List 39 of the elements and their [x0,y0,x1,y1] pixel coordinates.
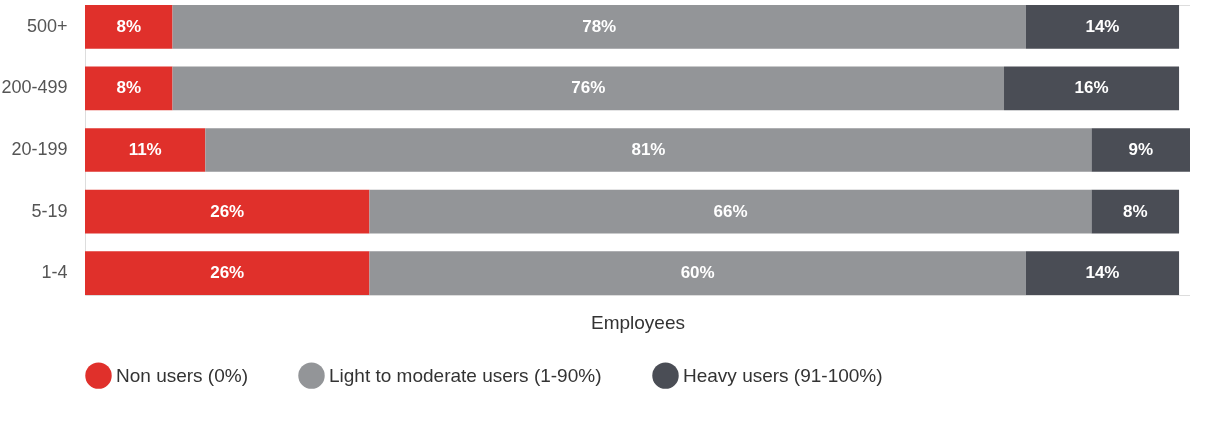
x-axis-title: Employees [591,311,685,333]
bar [1091,128,1190,172]
data-label: 66% [713,201,748,221]
data-label: 26% [210,263,245,283]
y-tick-label: 5-19 [31,200,68,221]
data-label: 78% [582,16,617,36]
data-label: 60% [680,263,715,283]
data-label: 8% [116,78,142,98]
bar [369,189,1092,234]
data-label: 16% [1074,78,1109,98]
bar [172,5,1026,49]
bar [85,66,173,111]
bar [85,128,206,172]
data-label: 8% [1123,201,1148,221]
data-label: 81% [631,140,666,159]
bar [1025,5,1180,49]
bar [1025,251,1180,295]
data-label: 8% [116,16,142,36]
data-label: 76% [571,78,606,98]
bar [1091,189,1180,234]
y-tick-label: 1-4 [41,262,68,283]
bar [172,66,1005,111]
legend-label: Heavy users (91-100%) [683,364,883,386]
bar [1004,66,1180,111]
bar [369,251,1026,295]
y-tick-label: 500+ [26,15,68,36]
bar [85,5,173,49]
bar [85,251,370,295]
data-label: 9% [1128,140,1154,159]
data-label: 26% [210,201,245,221]
data-label: 11% [128,140,162,159]
bar [85,189,370,234]
y-tick-label: 20-199 [11,139,68,159]
legend-label: Non users (0%) [116,364,248,386]
data-label: 14% [1085,263,1120,283]
bar [205,128,1092,172]
data-label: 14% [1085,16,1120,36]
y-tick-label: 200-499 [1,77,68,98]
legend-label: Light to moderate users (1-90%) [329,364,602,386]
